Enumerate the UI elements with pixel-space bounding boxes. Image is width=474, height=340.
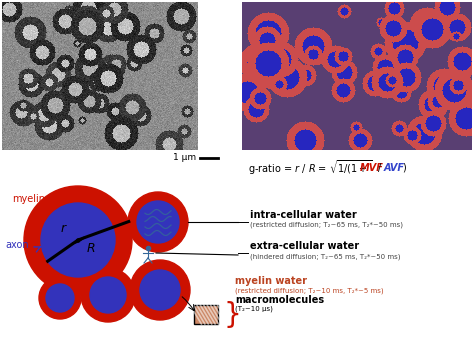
Text: (restricted diffusion; T₂~65 ms, T₂*~50 ms): (restricted diffusion; T₂~65 ms, T₂*~50 … — [250, 222, 403, 228]
Text: extra-cellular water: extra-cellular water — [250, 241, 359, 251]
Text: (hindered diffusion; T₂~65 ms, T₂*~50 ms): (hindered diffusion; T₂~65 ms, T₂*~50 ms… — [250, 253, 401, 259]
Text: (restricted diffusion; T₂~10 ms, T₂*~5 ms): (restricted diffusion; T₂~10 ms, T₂*~5 m… — [235, 287, 383, 293]
Text: $r$: $r$ — [60, 222, 68, 235]
Text: $R$: $R$ — [86, 242, 95, 255]
Circle shape — [128, 192, 188, 252]
Circle shape — [140, 270, 180, 310]
Text: axon: axon — [5, 240, 28, 250]
Text: myelin: myelin — [12, 194, 45, 204]
Circle shape — [137, 201, 179, 243]
Text: ): ) — [402, 163, 406, 173]
Text: MVF: MVF — [360, 163, 384, 173]
Circle shape — [90, 277, 126, 313]
Circle shape — [41, 203, 115, 277]
Circle shape — [130, 260, 190, 320]
Text: intra-cellular water: intra-cellular water — [250, 210, 357, 220]
Bar — [194, 305, 218, 324]
Text: 1 μm: 1 μm — [173, 153, 196, 163]
Text: g-ratio = $r$ / $R$ = $\sqrt{1/(1+}$: g-ratio = $r$ / $R$ = $\sqrt{1/(1+}$ — [248, 159, 372, 177]
Circle shape — [46, 284, 74, 312]
Circle shape — [81, 268, 135, 322]
Text: (T₂~10 μs): (T₂~10 μs) — [235, 306, 273, 312]
Text: macromolecules: macromolecules — [235, 295, 324, 305]
Circle shape — [24, 186, 132, 294]
Text: }: } — [224, 301, 242, 329]
Text: /: / — [378, 163, 381, 173]
Text: myelin water: myelin water — [235, 276, 307, 286]
Circle shape — [39, 277, 81, 319]
Text: AVF: AVF — [384, 163, 405, 173]
